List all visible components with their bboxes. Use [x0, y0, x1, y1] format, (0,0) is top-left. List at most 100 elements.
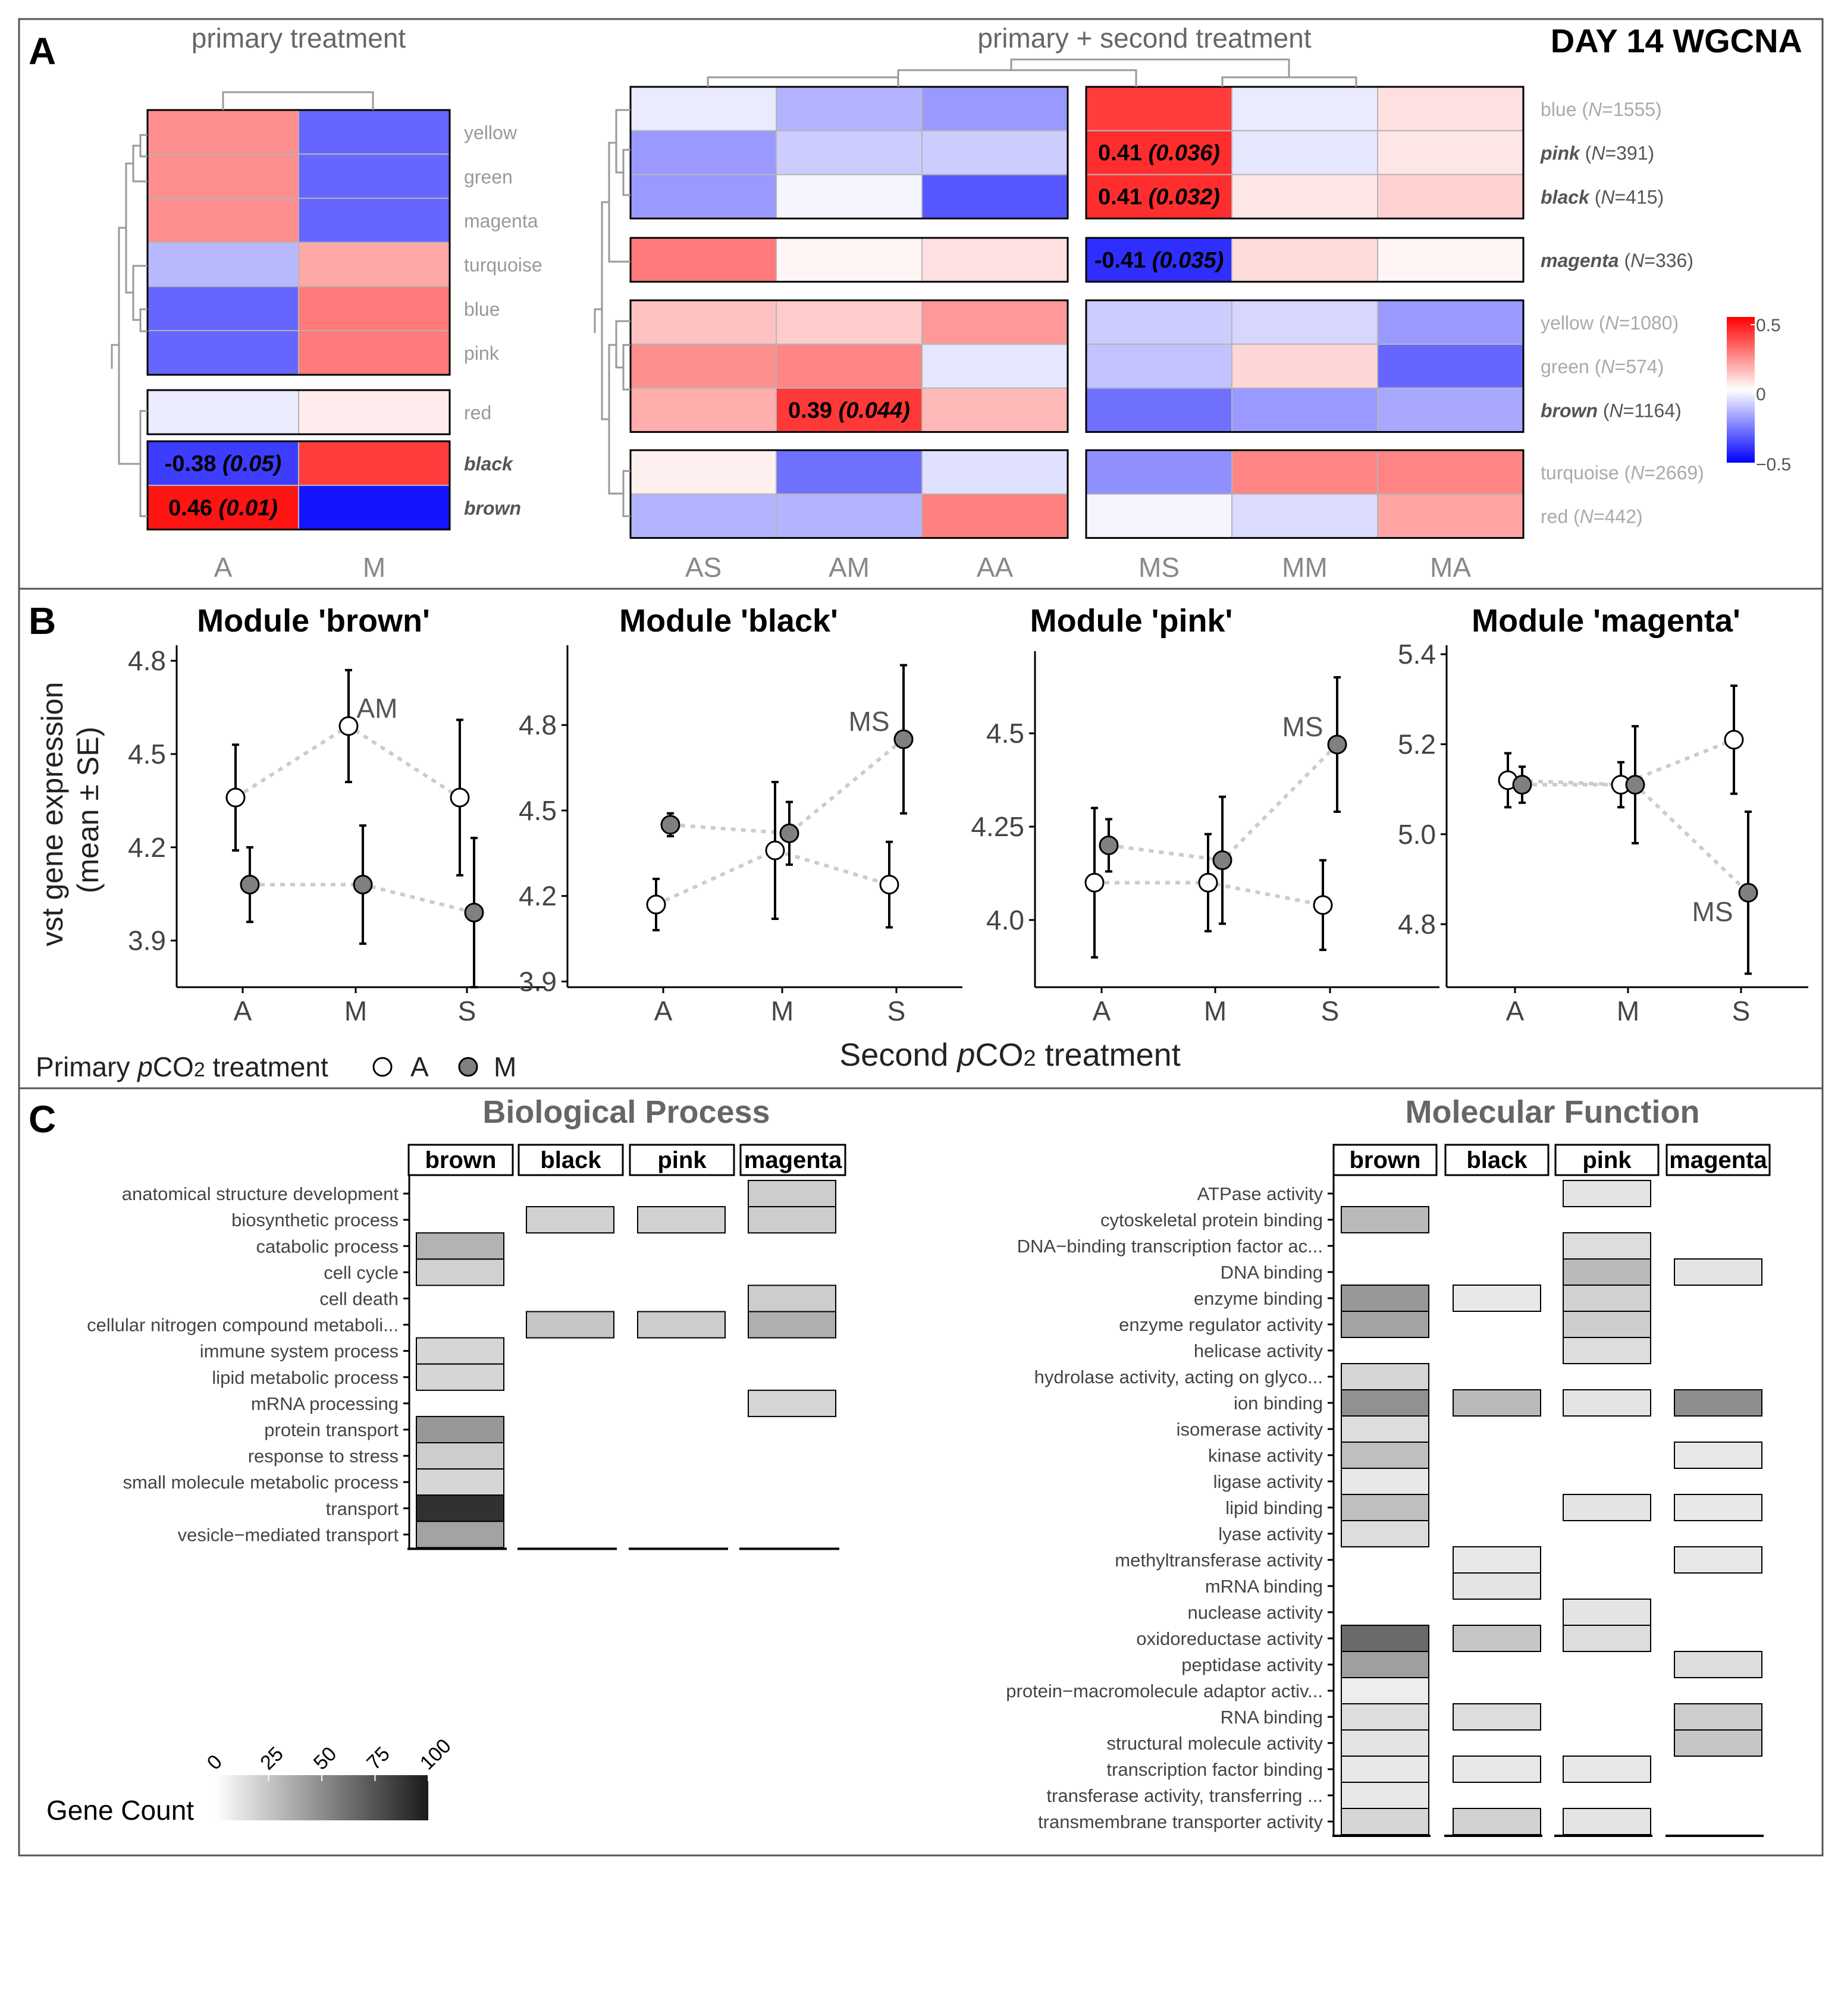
panel-b-xlabel-suffix: treatment [1036, 1037, 1181, 1073]
go-term-label: methyltransferase activity [1115, 1550, 1323, 1571]
go-count-cell [1563, 1756, 1651, 1783]
heatmap-cell [147, 153, 299, 199]
legend-tick-label: −0.5 [1756, 455, 1791, 475]
go-count-cell [1341, 1442, 1429, 1469]
module-header-label: brown [425, 1147, 497, 1173]
data-point [1738, 883, 1758, 903]
point-annotation: MS [1282, 711, 1323, 742]
data-point [1212, 850, 1232, 871]
panel-b-frame [18, 588, 1824, 1089]
gene-count-tick-label: 75 [362, 1742, 394, 1775]
go-count-cell [1563, 1625, 1651, 1652]
go-term-label: enzyme regulator activity [1119, 1314, 1323, 1335]
go-count-cell [1674, 1546, 1762, 1574]
panel-b-xlabel-co: CO [975, 1037, 1023, 1073]
x-tick-label: S [887, 996, 906, 1026]
panel-letter-c: C [29, 1098, 56, 1141]
heatmap-row-label: brown (N=1164) [1541, 400, 1682, 422]
legend-p: p [136, 1051, 153, 1082]
go-count-cell [1674, 1729, 1762, 1757]
go-count-cell [526, 1206, 614, 1234]
go-term-label: DNA−binding transcription factor ac... [1017, 1236, 1323, 1257]
plot-title: Module 'black' [619, 603, 838, 639]
module-n-letter: N [1601, 356, 1615, 378]
heatmap-cell [921, 174, 1068, 219]
data-point [893, 729, 914, 749]
go-term-label: cell death [319, 1288, 399, 1309]
module-n-value: =574) [1615, 356, 1664, 378]
go-term-label: enzyme binding [1194, 1288, 1323, 1309]
heatmap-cell [298, 109, 450, 155]
panel-b-ylabel-line2: (mean ± SE) [71, 727, 105, 893]
y-tick-label: 5.4 [1398, 639, 1436, 670]
panel-a-title-mid: primary + second treatment [977, 23, 1311, 54]
module-n-open: ( [1619, 250, 1631, 271]
heatmap-row-label: pink [464, 343, 500, 364]
go-term-label: lipid metabolic process [212, 1367, 399, 1388]
module-header [407, 1144, 514, 1176]
data-point [1724, 730, 1744, 750]
legend-filled-point [458, 1057, 478, 1077]
heatmap-col-label: A [214, 552, 233, 583]
module-n-letter: N [1610, 400, 1624, 422]
y-tick-label: 5.0 [1398, 819, 1436, 850]
legend-suffix: treatment [205, 1051, 328, 1082]
gene-count-gradient [215, 1775, 428, 1820]
annotation-p: (0.05) [222, 451, 281, 476]
heatmap-cell [1377, 493, 1524, 539]
go-count-cell [1453, 1546, 1541, 1574]
go-term-label: RNA binding [1221, 1707, 1323, 1728]
heatmap-cell [1086, 387, 1232, 433]
data-point [1099, 835, 1119, 855]
panel-b-legend-title: Primary pCO2 treatment [36, 1051, 328, 1082]
go-count-cell [416, 1494, 504, 1522]
go-term-label: peptidase activity [1181, 1654, 1323, 1675]
module-header-label: magenta [744, 1147, 842, 1173]
module-n-value: =1555) [1602, 99, 1662, 120]
plot-title: Module 'brown' [197, 603, 430, 639]
module-name: turquoise [1541, 462, 1619, 483]
data-point [450, 787, 470, 808]
x-tick-label: S [1732, 996, 1751, 1026]
heatmap-block-border [146, 389, 451, 435]
heatmap-cell [298, 153, 450, 199]
go-count-cell [1341, 1677, 1429, 1704]
module-n-open: ( [1589, 356, 1601, 378]
module-n-letter: N [1580, 506, 1594, 527]
module-n-open: ( [1619, 462, 1631, 483]
gene-count-tick-label: 50 [309, 1742, 341, 1775]
panel-letter-a: A [29, 30, 56, 73]
go-term-label: protein−macromolecule adaptor activ... [1006, 1681, 1323, 1701]
heatmap-row-label: magenta (N=336) [1541, 250, 1693, 271]
heatmap-block-border [629, 299, 1069, 433]
panel-c-frame [18, 1087, 1824, 1857]
go-count-cell [1341, 1808, 1429, 1835]
heatmap-cell [1377, 300, 1524, 345]
module-n-value: =336) [1644, 250, 1693, 271]
heatmap-cell [630, 174, 777, 219]
y-tick-label: 4.2 [519, 881, 557, 912]
go-term-label: cellular nitrogen compound metaboli... [87, 1315, 399, 1336]
go-term-label: catabolic process [256, 1236, 399, 1257]
module-plot: Module 'magenta'4.85.05.25.4A M SMS [1398, 603, 1808, 1026]
go-count-cell [1341, 1363, 1429, 1390]
heatmap-col-label: MM [1282, 552, 1328, 583]
heatmap-cell [1086, 343, 1232, 389]
go-count-cell [1453, 1703, 1541, 1731]
mf-title: Molecular Function [1405, 1094, 1699, 1130]
legend-co: CO [153, 1051, 194, 1082]
module-n-value: =1164) [1623, 400, 1682, 422]
go-count-cell [637, 1206, 726, 1234]
heatmap-block-border [146, 440, 451, 530]
go-term-label: transferase activity, transferring ... [1046, 1785, 1323, 1806]
heatmap-cell [1086, 86, 1232, 131]
go-term-label: cell cycle [324, 1262, 399, 1283]
module-name: pink [1540, 143, 1581, 164]
heatmap-cell [921, 343, 1068, 389]
x-tick-label: A [1506, 996, 1525, 1026]
heatmap-row-label: blue [464, 299, 500, 320]
module-n-letter: N [1591, 143, 1605, 164]
heatmap-cell [921, 450, 1068, 495]
go-count-cell [1674, 1703, 1762, 1731]
